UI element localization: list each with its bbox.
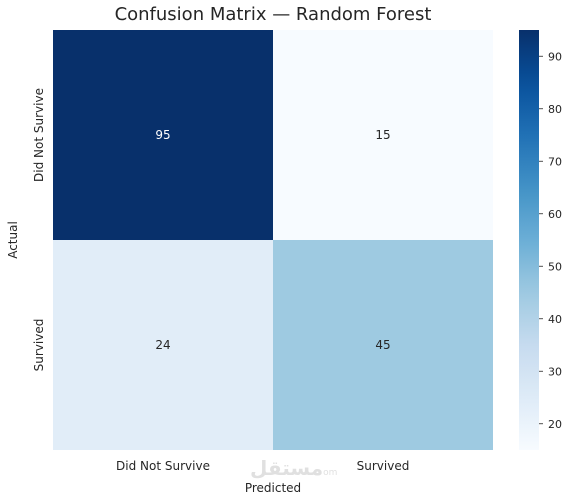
y-tick-label: Did Not Survive — [32, 88, 46, 182]
chart-title: Confusion Matrix — Random Forest — [115, 4, 432, 25]
colorbar-tick-label: 80 — [548, 103, 562, 116]
colorbar-tick-label: 20 — [548, 418, 562, 431]
y-axis-label: Actual — [6, 221, 20, 259]
cell-value-label: 24 — [155, 338, 170, 352]
heatmap-cells: 95 15 24 45 — [53, 30, 493, 450]
colorbar-tick-label: 40 — [548, 313, 562, 326]
x-tick-label: Survived — [357, 459, 410, 473]
colorbar-tick-label: 60 — [548, 208, 562, 221]
colorbar-tick-label: 70 — [548, 155, 562, 168]
cell-value-label: 95 — [155, 128, 170, 142]
colorbar-ticks: 20 30 40 50 60 70 80 90 — [539, 50, 562, 431]
x-axis-label: Predicted — [245, 481, 301, 495]
heatmap-cell — [53, 30, 273, 240]
x-tick-labels: Did Not Survive Survived — [116, 459, 409, 473]
heatmap-cell — [273, 240, 493, 450]
y-tick-label: Survived — [32, 319, 46, 372]
heatmap-cell — [273, 30, 493, 240]
x-tick-label: Did Not Survive — [116, 459, 210, 473]
colorbar-tick-label: 50 — [548, 260, 562, 273]
cell-value-label: 45 — [375, 338, 390, 352]
heatmap-cell — [53, 240, 273, 450]
cell-value-label: 15 — [375, 128, 390, 142]
colorbar-tick-label: 90 — [548, 50, 562, 63]
colorbar — [519, 30, 539, 450]
y-tick-labels: Did Not Survive Survived — [32, 88, 46, 371]
colorbar-tick-label: 30 — [548, 365, 562, 378]
